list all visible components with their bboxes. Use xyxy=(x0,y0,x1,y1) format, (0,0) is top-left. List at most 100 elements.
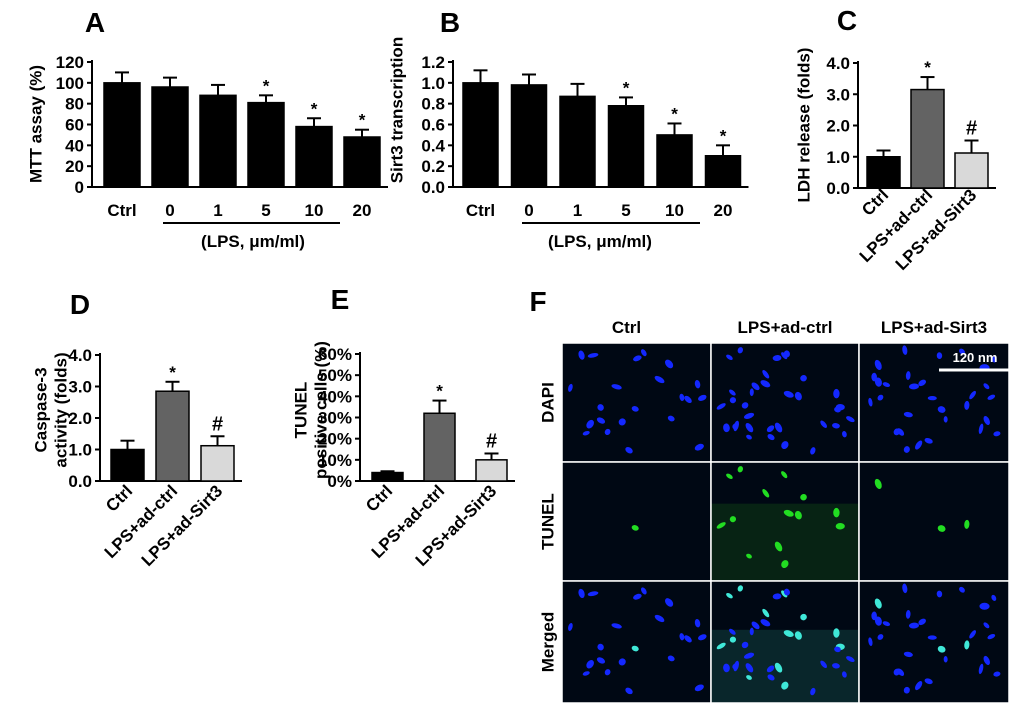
nucleus xyxy=(964,640,970,650)
nucleus xyxy=(987,634,996,640)
micrograph-tile xyxy=(859,343,1009,462)
nucleus xyxy=(783,630,794,637)
nucleus xyxy=(737,347,744,354)
panel-letter: D xyxy=(70,289,90,320)
micrograph-tile xyxy=(562,581,711,703)
tile-border xyxy=(858,580,1010,704)
y-tick-label: 20% xyxy=(318,430,352,449)
bar xyxy=(295,125,333,188)
chart-panel-c: C 0.0 1.0 2.0 3.0 4.0 LDH release (folds) Ctrl *… xyxy=(794,5,996,274)
nucleus xyxy=(842,671,847,678)
nucleus xyxy=(959,348,965,355)
nucleus xyxy=(760,619,771,627)
nucleus xyxy=(745,423,754,433)
column-header: LPS+ad-Sirt3 xyxy=(881,318,987,337)
green-haze xyxy=(711,503,859,581)
y-tick-label: 0.2 xyxy=(421,157,445,176)
nucleus xyxy=(991,594,997,601)
nucleus xyxy=(915,681,923,691)
nucleus xyxy=(993,671,1001,677)
chart-panel-e: E 0% 10% 20% 30% 40% 50% 60% TUNEL positive cells… xyxy=(291,284,515,570)
tunel-positive-nucleus xyxy=(874,478,882,490)
row-header: TUNEL xyxy=(538,493,557,550)
y-tick-label: 2.0 xyxy=(826,117,850,136)
nucleus xyxy=(903,686,910,694)
bar xyxy=(151,86,189,188)
bar xyxy=(954,152,989,189)
x-tick-label: 1 xyxy=(213,201,222,220)
nucleus xyxy=(927,396,937,401)
nucleus xyxy=(726,592,733,599)
nucleus xyxy=(667,415,675,422)
scale-bar-label: 120 nm xyxy=(953,350,998,365)
nucleus xyxy=(927,635,937,640)
y-tick-label: 10% xyxy=(318,451,352,470)
y-axis-label: Sirt3 transcription xyxy=(387,37,406,183)
nucleus xyxy=(964,400,970,410)
nucleus xyxy=(604,669,611,676)
nucleus xyxy=(978,663,984,675)
y-tick-label: 0% xyxy=(327,472,352,491)
y-axis-label: positive cells (%) xyxy=(311,341,330,479)
nucleus xyxy=(631,645,639,652)
nucleus xyxy=(905,371,911,380)
y-tick-label: 30% xyxy=(318,409,352,428)
nucleus xyxy=(833,628,840,638)
nucleus xyxy=(684,395,692,404)
x-tick-label: 5 xyxy=(621,201,630,220)
nucleus xyxy=(936,590,943,598)
nucleus xyxy=(741,641,749,649)
nucleus xyxy=(774,662,783,673)
y-tick-label: 0.0 xyxy=(421,178,445,197)
nucleus xyxy=(568,383,573,392)
y-tick-label: 3.0 xyxy=(826,85,850,104)
micrograph-tile xyxy=(562,462,711,581)
nucleus xyxy=(794,391,802,401)
tunel-positive-nucleus xyxy=(716,522,726,529)
nucleus xyxy=(874,598,882,609)
nucleus xyxy=(918,379,926,387)
y-tick-label: 1.0 xyxy=(826,148,850,167)
nucleus xyxy=(874,377,882,387)
x-tick-label: Ctrl xyxy=(107,201,136,220)
nucleus xyxy=(993,431,1001,437)
y-tick-label: 1.0 xyxy=(68,441,92,460)
nucleus xyxy=(846,416,855,423)
nucleus xyxy=(733,660,740,672)
significance-star: * xyxy=(924,58,931,77)
y-tick-label: 2.0 xyxy=(68,409,92,428)
panel-letter: E xyxy=(331,284,350,315)
bar xyxy=(475,459,508,482)
nucleus xyxy=(832,663,840,669)
nucleus xyxy=(877,634,884,640)
nucleus xyxy=(983,655,990,665)
x-tick-label: 5 xyxy=(261,201,270,220)
nucleus xyxy=(729,636,737,643)
nucleus xyxy=(611,623,622,629)
tunel-positive-nucleus xyxy=(783,509,794,517)
nucleus xyxy=(781,681,789,690)
nucleus xyxy=(943,656,948,663)
bar xyxy=(103,82,141,188)
x-tick-label: 1 xyxy=(573,201,582,220)
bar xyxy=(910,88,945,189)
tunel-positive-nucleus xyxy=(781,560,789,569)
nucleus xyxy=(665,598,674,607)
nucleus xyxy=(868,397,873,407)
x-tick-label: Ctrl xyxy=(102,481,136,515)
tunel-positive-nucleus xyxy=(833,507,840,518)
x-tick-label: 0 xyxy=(165,201,174,220)
significance-star: * xyxy=(169,363,176,382)
row-header: DAPI xyxy=(538,382,557,423)
significance-star: * xyxy=(311,99,318,118)
nucleus xyxy=(716,642,726,650)
tunel-positive-nucleus xyxy=(726,473,733,479)
nucleus xyxy=(723,423,730,433)
nucleus xyxy=(631,406,639,412)
nucleus xyxy=(834,646,841,653)
nucleus xyxy=(766,665,775,673)
chart-panel-b: B 0.0 0.2 0.40.6 0.8 1.0 1.2 Sirt3 transcriptio… xyxy=(387,7,749,251)
tunel-positive-nucleus xyxy=(737,466,744,473)
nucleus xyxy=(969,630,977,639)
nucleus xyxy=(578,350,585,360)
